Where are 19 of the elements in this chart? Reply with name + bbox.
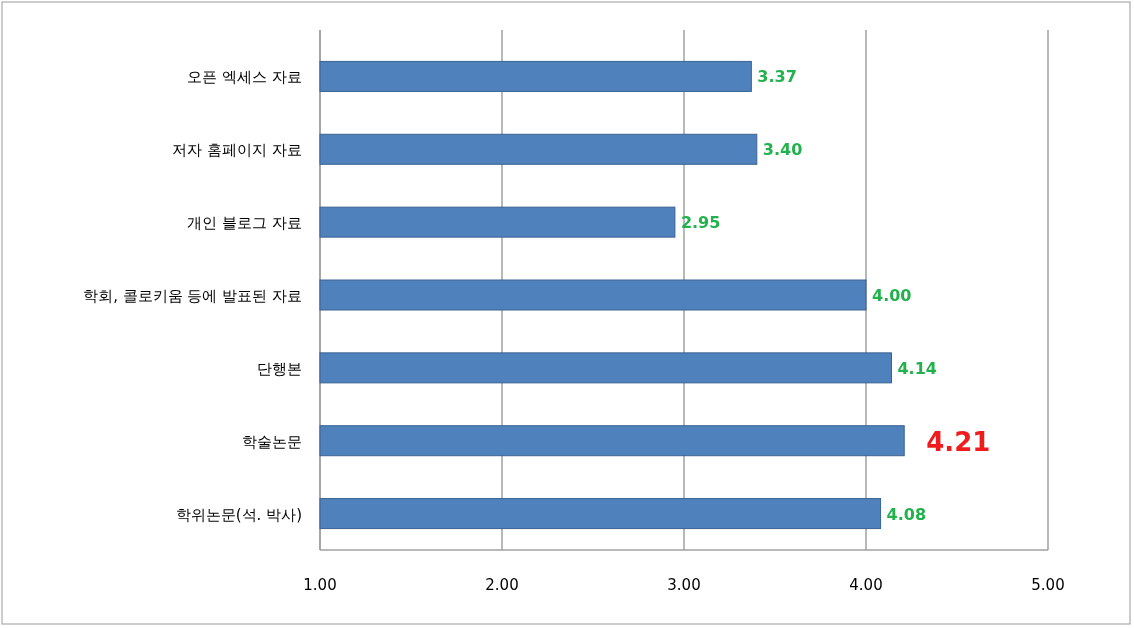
- data-label: 4.08: [886, 504, 927, 524]
- x-tick-label: 4.00: [849, 576, 883, 594]
- data-label: 2.95: [680, 213, 721, 233]
- y-tick-label: 개인 블로그 자료: [187, 214, 302, 233]
- x-tick-label: 1.00: [303, 576, 337, 594]
- x-tick-label: 3.00: [667, 576, 701, 594]
- data-label: 3.37: [757, 67, 797, 87]
- annotation: 4.21: [926, 426, 991, 457]
- data-label: 3.40: [762, 140, 803, 160]
- y-tick-label: 단행본: [257, 359, 302, 378]
- y-tick-label: 저자 홈페이지 자료: [172, 141, 302, 160]
- y-tick-label: 학술논문: [242, 432, 302, 451]
- y-tick-label: 학회, 콜로키움 등에 발표된 자료: [83, 287, 302, 305]
- y-tick-label: 오픈 엑세스 자료: [187, 68, 302, 87]
- y-tick-label: 학위논문(석. 박사): [175, 505, 302, 524]
- x-tick-label: 5.00: [1031, 576, 1065, 594]
- x-tick-label: 2.00: [485, 576, 519, 594]
- data-label: 4.14: [897, 358, 937, 378]
- data-label: 4.00: [872, 286, 912, 305]
